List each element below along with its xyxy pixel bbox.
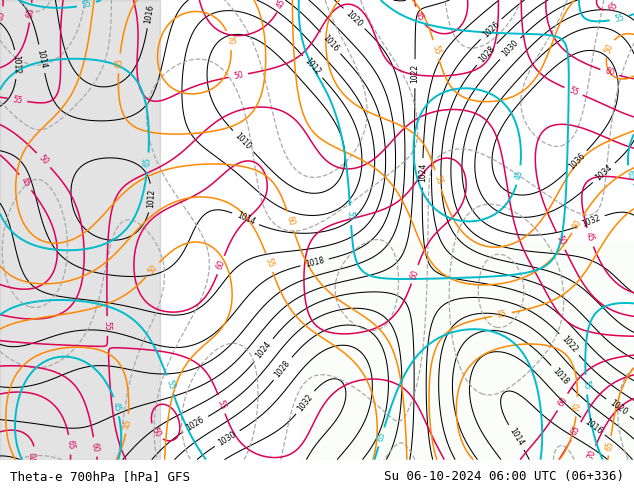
Text: 70: 70: [224, 34, 235, 46]
Text: 55: 55: [12, 95, 23, 105]
Text: 55: 55: [216, 398, 228, 411]
Text: 1018: 1018: [304, 256, 325, 269]
Text: 50: 50: [603, 42, 615, 55]
Text: 1014: 1014: [235, 211, 256, 227]
Text: 1036: 1036: [567, 151, 586, 172]
Text: 1012: 1012: [11, 55, 22, 74]
Text: 55: 55: [432, 173, 444, 186]
Text: 1030: 1030: [500, 39, 520, 59]
Text: 1018: 1018: [551, 366, 571, 387]
Text: 45: 45: [413, 9, 425, 22]
Text: 60: 60: [571, 218, 584, 231]
Text: 1030: 1030: [217, 430, 238, 447]
Text: 50: 50: [233, 70, 244, 81]
Text: 65: 65: [570, 424, 582, 437]
Text: 60: 60: [556, 395, 569, 409]
Text: 65: 65: [605, 441, 615, 451]
Bar: [0, 0, 160, 460]
Text: 60: 60: [409, 268, 420, 280]
Text: 55: 55: [164, 379, 176, 391]
Text: 1026: 1026: [481, 19, 501, 39]
Text: 45: 45: [122, 418, 133, 429]
Text: 1016: 1016: [321, 33, 340, 53]
Text: 65: 65: [0, 10, 7, 22]
Text: 55: 55: [430, 44, 442, 55]
Text: 55: 55: [103, 321, 112, 331]
Text: 60: 60: [215, 259, 227, 271]
Text: 45: 45: [111, 401, 122, 413]
Text: 55: 55: [263, 256, 275, 269]
Text: 1016: 1016: [583, 417, 604, 436]
Text: 1012: 1012: [146, 188, 156, 208]
Text: 65: 65: [607, 0, 620, 14]
Text: 1014: 1014: [507, 427, 526, 448]
Text: 70: 70: [586, 449, 598, 461]
Text: 45: 45: [514, 170, 524, 181]
Text: 45: 45: [19, 176, 32, 189]
Text: 65: 65: [375, 431, 387, 443]
Text: 70: 70: [30, 451, 39, 461]
Text: 55: 55: [614, 13, 625, 24]
Text: Su 06-10-2024 06:00 UTC (06+336): Su 06-10-2024 06:00 UTC (06+336): [384, 470, 624, 483]
Text: 65: 65: [114, 58, 124, 69]
Text: 1022: 1022: [410, 64, 420, 83]
Text: 60: 60: [604, 67, 616, 78]
Text: 1026: 1026: [185, 415, 206, 433]
Text: 70: 70: [572, 401, 582, 412]
Text: 55: 55: [567, 85, 580, 98]
Text: 1014: 1014: [36, 49, 48, 69]
Text: 1020: 1020: [344, 8, 364, 28]
Text: 1032: 1032: [295, 392, 314, 413]
Text: 1020: 1020: [607, 398, 628, 417]
Text: 1028: 1028: [273, 358, 292, 379]
Text: Theta-e 700hPa [hPa] GFS: Theta-e 700hPa [hPa] GFS: [10, 470, 190, 483]
Text: 50: 50: [149, 426, 162, 439]
Text: 1034: 1034: [593, 163, 614, 183]
Text: 1010: 1010: [233, 131, 253, 151]
Text: 50: 50: [146, 263, 159, 276]
Text: 1024: 1024: [418, 163, 427, 182]
Text: 65: 65: [65, 440, 75, 450]
Text: 1012: 1012: [303, 57, 323, 77]
Text: 1016: 1016: [144, 3, 156, 24]
Text: 45: 45: [275, 0, 287, 10]
Text: 60: 60: [90, 441, 100, 452]
Text: 60: 60: [26, 7, 36, 18]
Text: 55: 55: [346, 210, 355, 221]
Text: 1024: 1024: [254, 340, 273, 361]
Bar: [300, 244, 634, 460]
Text: 1028: 1028: [477, 44, 496, 64]
Text: 65: 65: [624, 169, 634, 181]
Text: 55: 55: [81, 0, 93, 10]
Text: 45: 45: [584, 231, 596, 244]
Text: 50: 50: [554, 234, 567, 247]
Text: 55: 55: [581, 380, 591, 390]
Text: 50: 50: [37, 153, 50, 167]
Text: 60: 60: [285, 215, 296, 227]
Text: 65: 65: [496, 309, 508, 320]
Text: 1032: 1032: [581, 213, 602, 229]
Text: 65: 65: [143, 157, 153, 168]
Text: 1022: 1022: [559, 334, 579, 355]
